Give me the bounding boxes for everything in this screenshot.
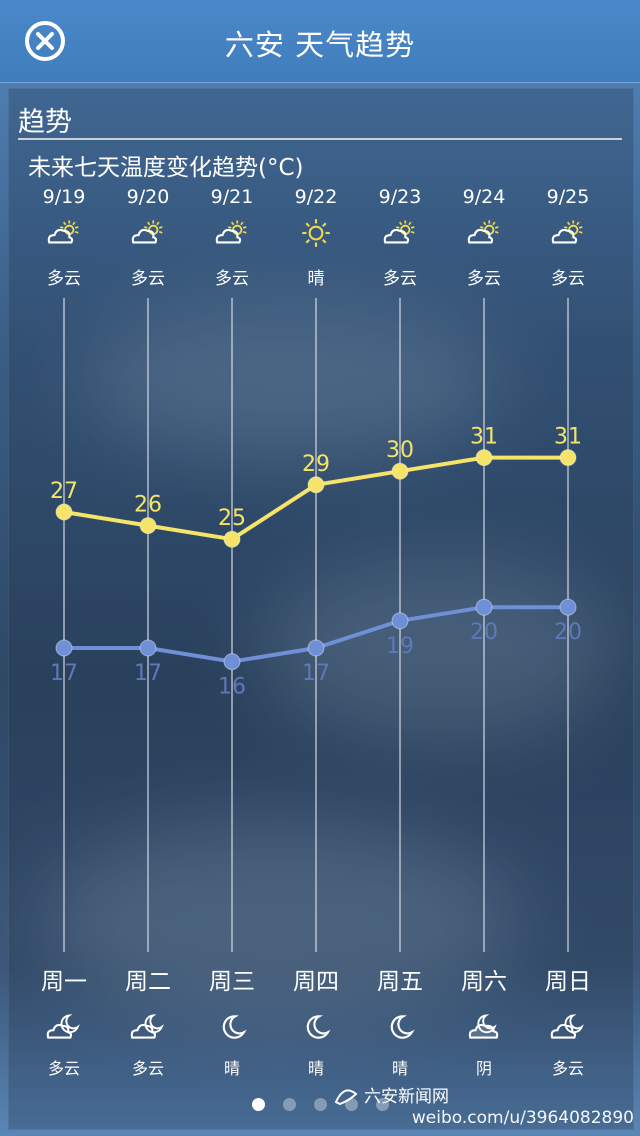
cloudy-moon-icon: [526, 1012, 610, 1046]
forecast-date: 9/23: [378, 186, 422, 208]
page-dot[interactable]: [251, 1098, 265, 1111]
low-temp-point: [55, 639, 73, 657]
high-temp-point: [475, 449, 493, 467]
low-temp-point: [559, 598, 577, 616]
night-condition: 多云: [47, 1059, 80, 1078]
sun-icon: [274, 218, 358, 252]
moon-icon: [190, 1012, 274, 1046]
high-temp-label: 25: [218, 506, 246, 531]
day-condition: 多云: [551, 269, 585, 289]
high-temp-point: [391, 462, 409, 480]
page-title: 六安 天气趋势: [224, 28, 416, 62]
high-temp-point: [55, 503, 73, 521]
weekday-label: 周一: [41, 969, 87, 995]
low-temp-point: [307, 639, 325, 657]
low-temp-point: [391, 612, 409, 630]
high-temp-point: [559, 449, 577, 467]
high-temp-label: 27: [50, 479, 78, 504]
section-divider: [18, 138, 622, 140]
close-icon: [25, 21, 65, 61]
partly-cloudy-sun-icon: [442, 218, 526, 252]
high-temp-label: 29: [302, 452, 330, 477]
day-condition: 多云: [215, 269, 249, 289]
high-temp-label: 26: [134, 493, 162, 518]
night-condition: 晴: [391, 1059, 408, 1078]
day-condition: 多云: [467, 269, 501, 289]
night-condition: 晴: [307, 1059, 324, 1078]
watermark-url: weibo.com/u/3964082890: [411, 1108, 634, 1128]
page-dot[interactable]: [375, 1098, 389, 1111]
weekday-label: 周二: [125, 969, 171, 995]
low-temp-point: [475, 598, 493, 616]
partly-cloudy-sun-icon: [526, 218, 610, 252]
high-temp-label: 30: [386, 438, 414, 463]
day-condition: 多云: [383, 269, 417, 289]
moon-icon: [274, 1012, 358, 1046]
high-temp-point: [223, 530, 241, 548]
partly-cloudy-sun-icon: [358, 218, 442, 252]
day-condition: 晴: [307, 269, 325, 289]
high-temp-label: 31: [470, 425, 498, 450]
night-condition: 阴: [475, 1059, 492, 1078]
high-temp-point: [307, 476, 325, 494]
watermark-logo-text: 六安新闻网: [364, 1087, 449, 1107]
forecast-date: 9/22: [294, 186, 338, 208]
low-temp-label: 20: [554, 620, 582, 645]
chart-title: 未来七天温度变化趋势(°C): [28, 155, 304, 181]
low-temp-point: [139, 639, 157, 657]
low-temp-label: 19: [386, 634, 414, 659]
night-condition: 多云: [131, 1059, 164, 1078]
forecast-date: 9/20: [126, 186, 170, 208]
weekday-label: 周三: [209, 969, 255, 995]
background-cloud: [40, 820, 520, 1020]
high-temp-label: 31: [554, 425, 582, 450]
page-dot[interactable]: [313, 1098, 327, 1111]
weekday-label: 周五: [377, 969, 423, 995]
low-temp-label: 16: [218, 675, 246, 700]
weekday-label: 周六: [461, 969, 507, 995]
low-temp-label: 17: [134, 661, 162, 686]
background-cloud: [80, 300, 500, 460]
partly-cloudy-sun-icon: [106, 218, 190, 252]
night-condition: 多云: [551, 1059, 584, 1078]
high-temp-point: [139, 517, 157, 535]
forecast-date: 9/25: [546, 186, 590, 208]
cloudy-moon-icon: [106, 1012, 190, 1046]
weekday-label: 周日: [545, 969, 591, 995]
forecast-date: 9/24: [462, 186, 506, 208]
section-title: 趋势: [18, 107, 72, 138]
day-condition: 多云: [131, 269, 165, 289]
low-temp-label: 17: [50, 661, 78, 686]
day-condition: 多云: [47, 269, 81, 289]
forecast-date: 9/21: [210, 186, 254, 208]
close-button[interactable]: [24, 20, 66, 62]
low-temp-point: [223, 653, 241, 671]
overcast-moon-icon: [442, 1012, 526, 1046]
moon-icon: [358, 1012, 442, 1046]
weekday-label: 周四: [293, 969, 339, 995]
partly-cloudy-sun-icon: [190, 218, 274, 252]
cloudy-moon-icon: [22, 1012, 106, 1046]
forecast-date: 9/19: [42, 186, 86, 208]
page-dot[interactable]: [282, 1098, 296, 1111]
night-condition: 晴: [223, 1059, 240, 1078]
app-header: 六安 天气趋势: [0, 0, 640, 83]
watermark-logo: 六安新闻网: [334, 1087, 449, 1107]
low-temp-label: 20: [470, 620, 498, 645]
partly-cloudy-sun-icon: [22, 218, 106, 252]
low-temp-label: 17: [302, 661, 330, 686]
